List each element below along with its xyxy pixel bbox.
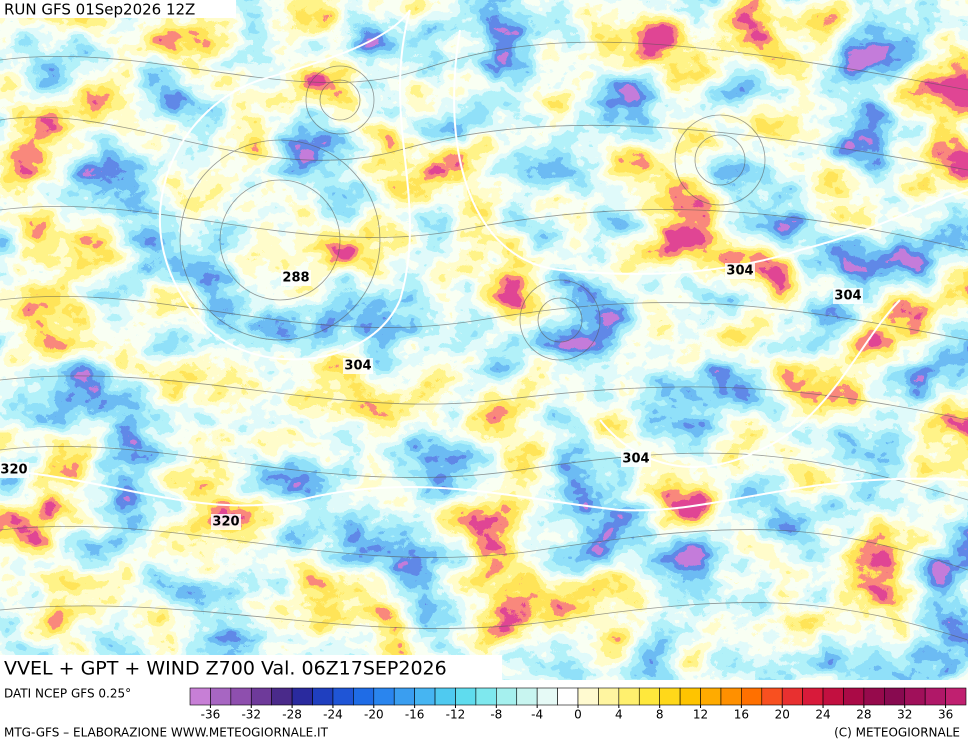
colorbar-tick-label: 20 [775, 708, 790, 722]
colorbar-tick-label: -36 [201, 708, 221, 722]
contour-label-bg [725, 263, 755, 279]
colorbar-tick-label: -4 [531, 708, 543, 722]
colorbar-tick-label: 0 [574, 708, 582, 722]
colorbar-box [618, 687, 640, 706]
colorbar-tick-label: 36 [938, 708, 953, 722]
colorbar-box [884, 687, 906, 706]
contour-label-bg [211, 514, 241, 530]
colorbar-box [863, 687, 885, 706]
colorbar-tick-label: -28 [282, 708, 302, 722]
header-box [0, 0, 236, 18]
colorbar-box [475, 687, 497, 706]
colorbar-box [557, 687, 579, 706]
colorbar-box [414, 687, 436, 706]
footer-left: MTG-GFS – ELABORAZIONE WWW.METEOGIORNALE… [4, 726, 329, 740]
colorbar-tick-label: 24 [815, 708, 830, 722]
colorbar-box [598, 687, 620, 706]
colorbar-box [373, 687, 395, 706]
colorbar-box [332, 687, 354, 706]
streamlines [0, 41, 968, 641]
contour-label-bg [833, 288, 863, 304]
colorbar-tick-label: -16 [405, 708, 425, 722]
colorbar-box [291, 687, 313, 706]
map-field [0, 0, 968, 680]
data-source: DATI NCEP GFS 0.25° [4, 687, 131, 701]
contour-label: 304 [834, 289, 861, 304]
colorbar-box [904, 687, 926, 706]
colorbar-box [250, 687, 272, 706]
colorbar-tick-label: 28 [856, 708, 871, 722]
contour-label: 304 [344, 359, 371, 374]
colorbar-box [189, 687, 211, 706]
colorbar-tick-label: 16 [734, 708, 749, 722]
footer-right: (C) METEOGIORNALE [834, 726, 960, 740]
colorbar-box [496, 687, 518, 706]
colorbar-tick-label: -20 [364, 708, 384, 722]
colorbar-box [720, 687, 742, 706]
contour-label: 288 [282, 271, 309, 286]
colorbar-box [843, 687, 865, 706]
colorbar-box [679, 687, 701, 706]
contour-label: 320 [212, 515, 239, 530]
colorbar-box [393, 687, 415, 706]
colorbar-box [312, 687, 334, 706]
colorbar-box [577, 687, 599, 706]
contour-label: 304 [622, 452, 649, 467]
colorbar-box [455, 687, 477, 706]
colorbar-box [434, 687, 456, 706]
colorbar-tick-label: -12 [446, 708, 466, 722]
colorbar-box [536, 687, 558, 706]
colorbar-box [230, 687, 252, 706]
colorbar-tick-label: 4 [615, 708, 623, 722]
colorbar-box [659, 687, 681, 706]
contour-label-bg [343, 358, 373, 374]
contour-label-bg [0, 462, 29, 478]
colorbar-tick-label: 8 [656, 708, 664, 722]
colorbar-box [802, 687, 824, 706]
colorbar-box [945, 687, 967, 706]
contour-label: 304 [726, 264, 753, 279]
colorbar-box [781, 687, 803, 706]
colorbar-box [761, 687, 783, 706]
contour-label: 320 [0, 463, 27, 478]
colorbar-box [210, 687, 232, 706]
colorbar-box [516, 687, 538, 706]
colorbar-box [271, 687, 293, 706]
title-box [0, 655, 502, 680]
contour-label-bg [621, 451, 651, 467]
colorbar-box [924, 687, 946, 706]
colorbar: -36 -32 -28 -24 -20 -16 -12 -8 -4 0 4 8 12 16 20 24 28 32… [189, 687, 967, 722]
colorbar-tick-label: -8 [490, 708, 502, 722]
colorbar-tick-label: 12 [693, 708, 708, 722]
colorbar-tick-label: -24 [323, 708, 343, 722]
colorbar-box [638, 687, 660, 706]
map-title: VVEL + GPT + WIND Z700 Val. 06Z17SEP2026 [4, 658, 447, 680]
colorbar-tick-label: -32 [241, 708, 261, 722]
contour-label-bg [281, 270, 311, 286]
colorbar-box [353, 687, 375, 706]
colorbar-box [700, 687, 722, 706]
run-label: RUN GFS 01Sep2026 12Z [4, 1, 195, 19]
colorbar-tick-label: 32 [897, 708, 912, 722]
colorbar-box [741, 687, 763, 706]
colorbar-box [822, 687, 844, 706]
